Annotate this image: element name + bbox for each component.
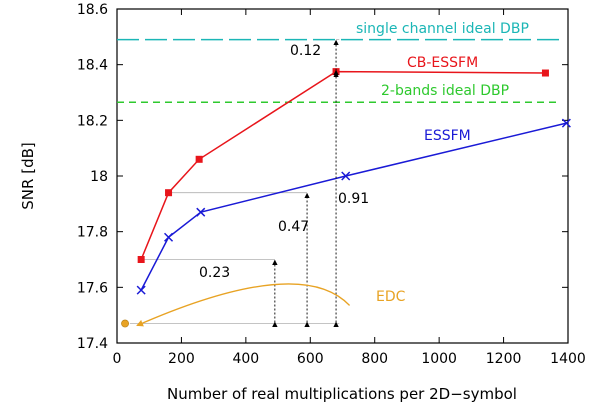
data-point-stroke — [136, 285, 146, 295]
data-point — [195, 155, 203, 163]
x-tick-label: 1400 — [550, 351, 586, 367]
data-point — [121, 319, 129, 328]
edc-arrow — [136, 283, 351, 327]
x-tick-label: 600 — [297, 351, 324, 367]
x-tick-label: 0 — [113, 351, 122, 367]
data-point — [541, 69, 549, 77]
data-point — [164, 232, 174, 242]
series-line — [140, 70, 546, 260]
series-label-single-channel-dbp: single channel ideal DBP — [356, 21, 529, 37]
data-point — [136, 285, 146, 295]
y-tick-label: 18.2 — [77, 113, 108, 129]
annotation-0-91: 0.91 — [338, 191, 369, 207]
annotation-layer — [136, 39, 351, 328]
series-label-cb-essfm: CB-ESSFM — [407, 55, 478, 71]
x-tick-label: 800 — [361, 351, 388, 367]
data-point — [137, 256, 145, 263]
data-point — [561, 118, 571, 128]
axis-ticks: 0 200 400 600 800 1000 1200 1400 17.4 17.6 17.8 18 1… — [77, 2, 586, 367]
annotation-0-47: 0.47 — [278, 219, 309, 235]
y-tick-label: 18.4 — [77, 58, 108, 74]
x-tick-label: 400 — [232, 351, 259, 367]
data-point-stroke — [164, 232, 174, 242]
data-point — [196, 207, 206, 217]
data-point — [341, 171, 351, 181]
y-tick-label: 17.8 — [77, 225, 108, 241]
series-label-essfm: ESSFM — [424, 128, 471, 144]
x-axis-label: Number of real multiplications per 2D−sy… — [167, 385, 517, 403]
series-label-edc: EDC — [376, 289, 406, 305]
x-tick-label: 200 — [168, 351, 195, 367]
x-tick-label: 1200 — [486, 351, 522, 367]
data-point-stroke — [196, 207, 206, 217]
series-label-2-bands-dbp: 2-bands ideal DBP — [381, 83, 509, 99]
data-point-stroke — [341, 171, 351, 181]
data-point — [165, 189, 173, 197]
y-tick-label: 17.4 — [77, 336, 108, 352]
y-tick-label: 17.6 — [77, 280, 108, 296]
x-tick-label: 1000 — [421, 351, 457, 367]
y-tick-label: 18.6 — [77, 2, 108, 18]
y-axis-label: SNR [dB] — [19, 142, 37, 209]
y-tick-label: 18 — [90, 169, 108, 185]
data-point-stroke — [561, 118, 571, 128]
guide-lines — [129, 39, 340, 324]
annotation-0-23: 0.23 — [199, 265, 230, 281]
annotation-0-12: 0.12 — [290, 43, 321, 59]
